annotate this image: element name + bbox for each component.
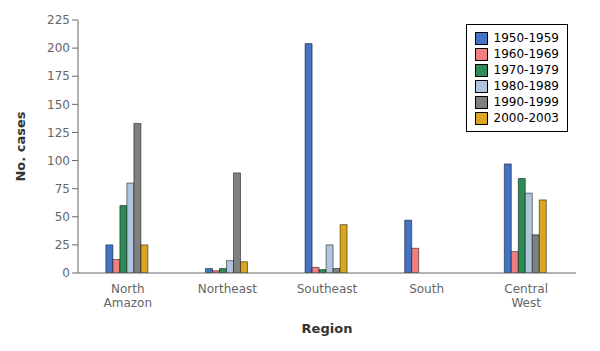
svg-text:CentralWest: CentralWest (504, 282, 548, 310)
svg-text:Northeast: Northeast (198, 282, 258, 296)
svg-text:150: 150 (47, 98, 70, 112)
svg-text:225: 225 (47, 13, 70, 27)
svg-text:200: 200 (47, 41, 70, 55)
svg-text:100: 100 (47, 154, 70, 168)
html-text:2000-2003: 2000-2003 (493, 111, 559, 125)
svg-text:NorthAmazon: NorthAmazon (104, 282, 153, 310)
svg-text:No. cases: No. cases (13, 111, 28, 181)
html-text:1970-1979: 1970-1979 (493, 63, 559, 77)
svg-text:175: 175 (47, 69, 70, 83)
html-text:1960-1969: 1960-1969 (493, 47, 559, 61)
html-text:1950-1959: 1950-1959 (493, 31, 559, 45)
svg-text:0: 0 (62, 266, 70, 280)
svg-text:75: 75 (55, 182, 70, 196)
svg-text:25: 25 (55, 238, 70, 252)
svg-text:Southeast: Southeast (297, 282, 358, 296)
svg-text:Region: Region (302, 321, 353, 336)
svg-text:South: South (409, 282, 444, 296)
svg-text:50: 50 (55, 210, 70, 224)
html-text:1980-1989: 1980-1989 (493, 79, 559, 93)
svg-text:125: 125 (47, 126, 70, 140)
html-text:1990-1999: 1990-1999 (493, 95, 559, 109)
